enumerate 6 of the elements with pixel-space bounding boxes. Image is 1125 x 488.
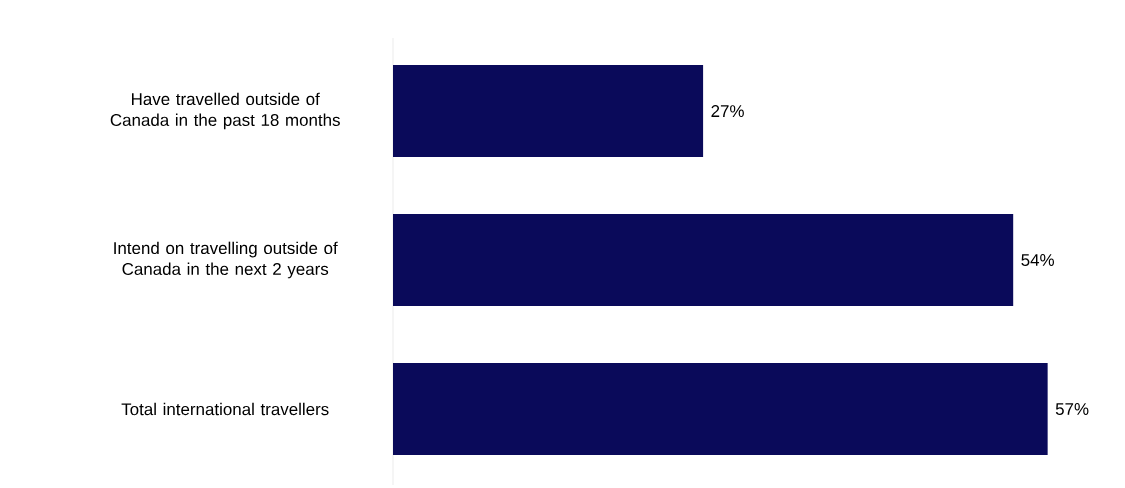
y-tick-label: Total international travellers — [121, 402, 329, 416]
y-tick-label: Intend on travelling outside of Canada in the next 2 years — [114, 241, 338, 279]
data-label: 27% — [711, 105, 744, 117]
y-tick-label: Have travelled outside of Canada in the past 18 months — [110, 92, 340, 130]
data-label: 54% — [1021, 254, 1054, 266]
data-label: 57% — [1055, 403, 1089, 415]
